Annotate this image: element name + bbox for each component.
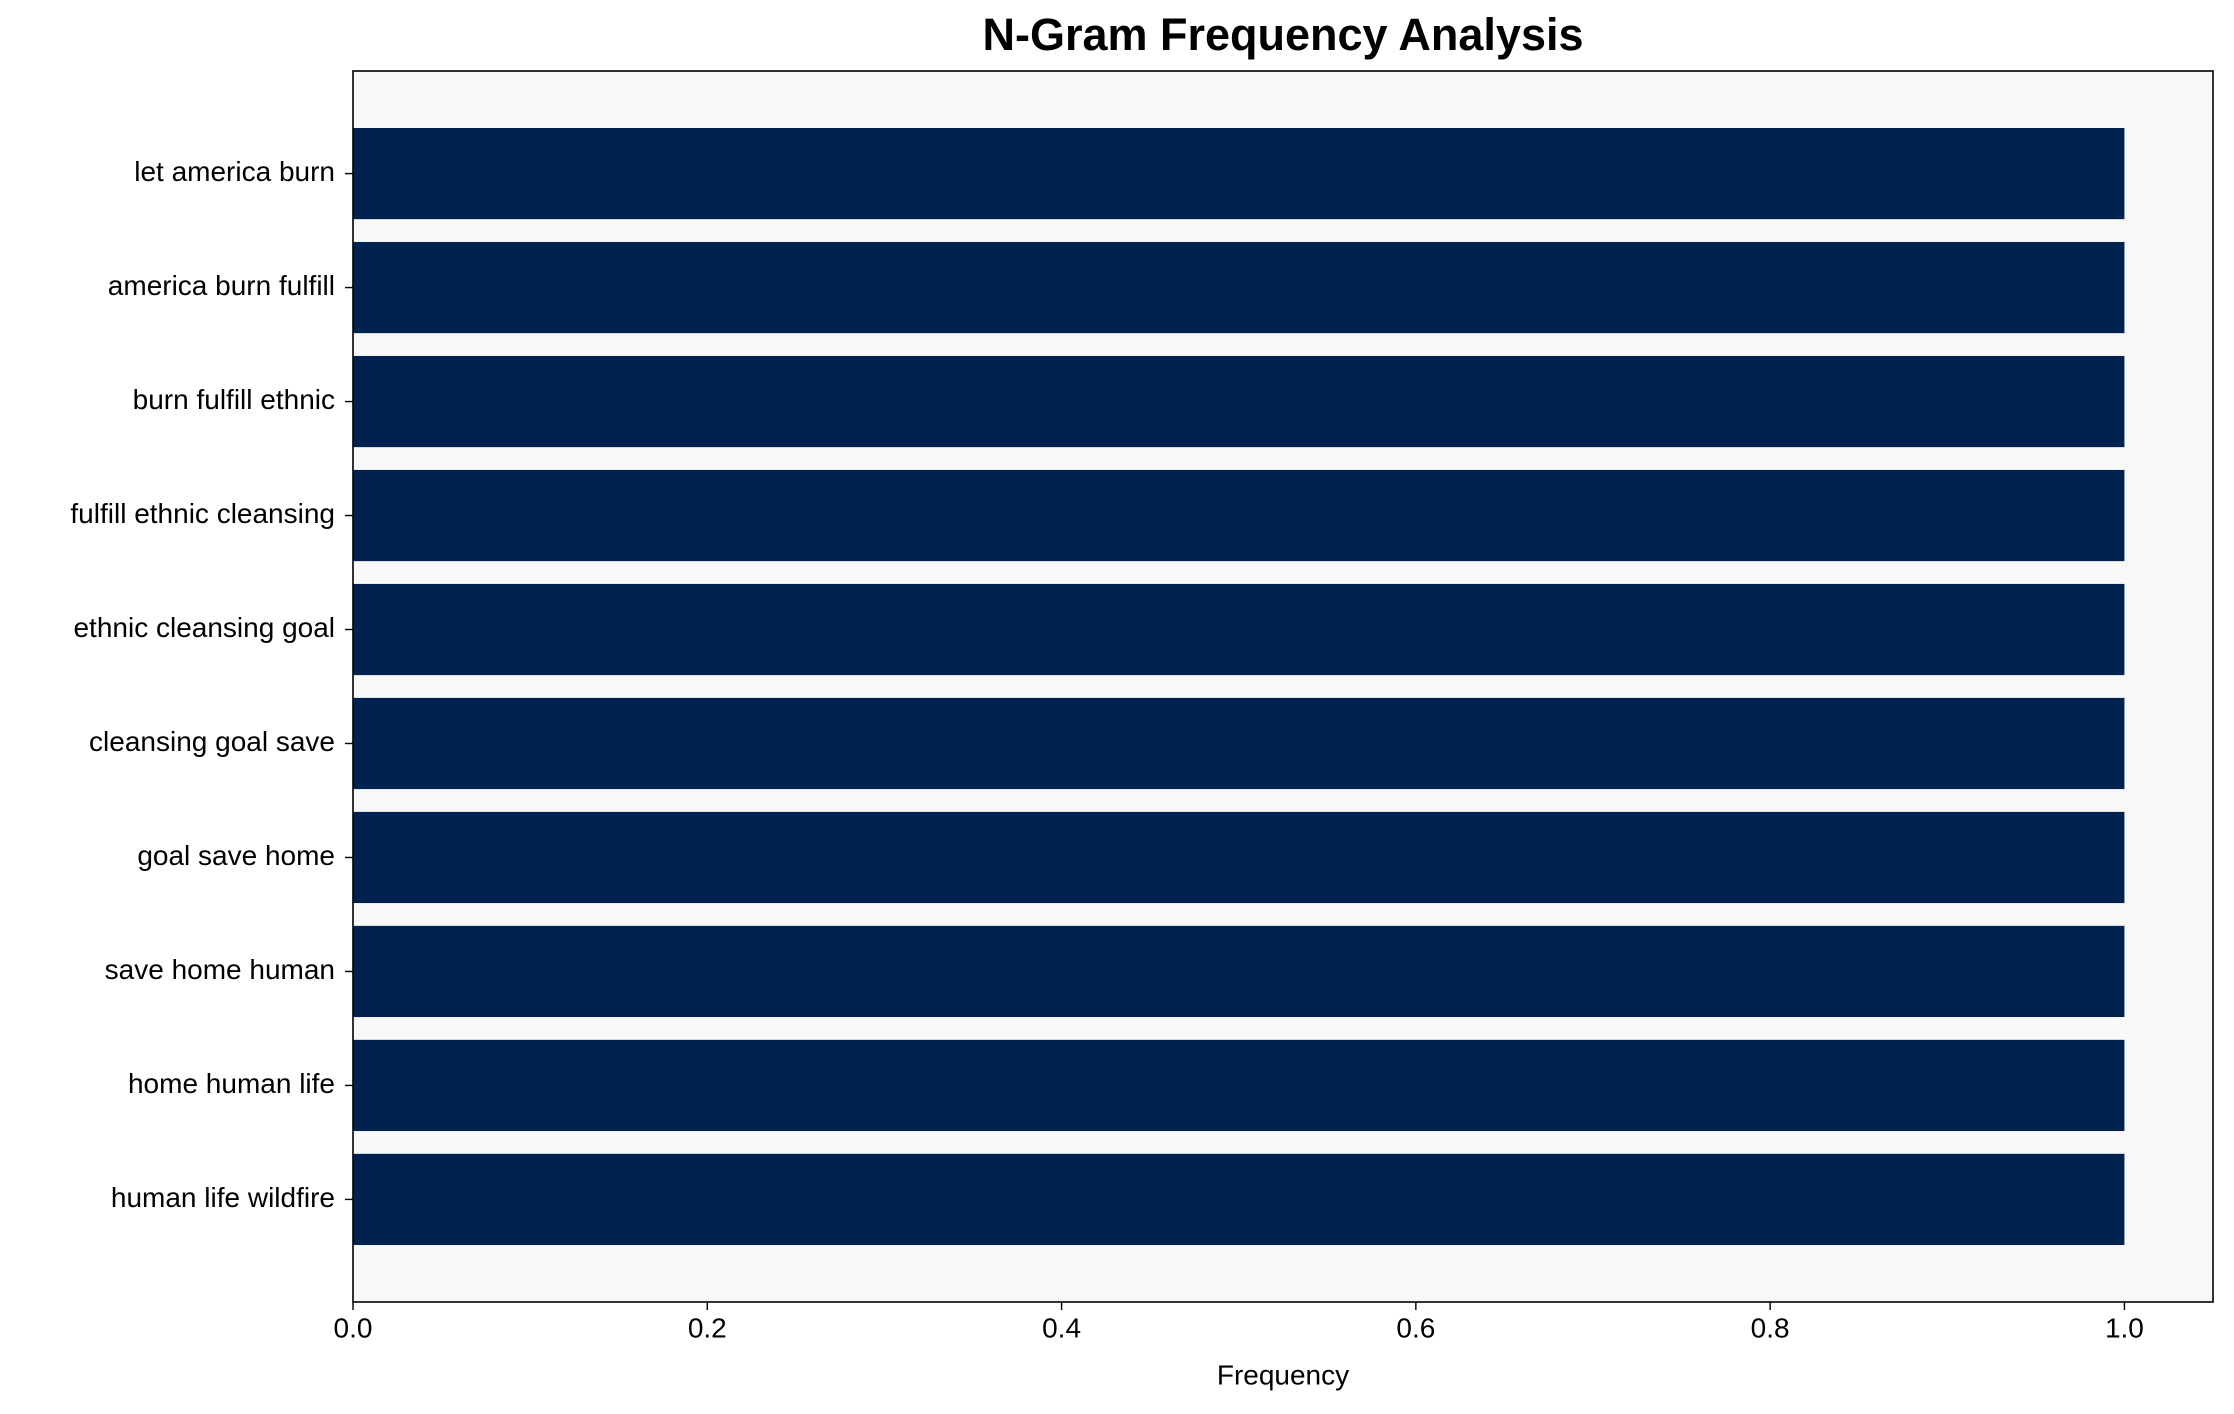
- x-tick-label: 0.2: [688, 1312, 727, 1343]
- y-tick-label: goal save home: [137, 840, 335, 871]
- chart-title: N-Gram Frequency Analysis: [982, 9, 1583, 60]
- x-tick-label: 0.0: [334, 1312, 373, 1343]
- bar: [353, 583, 2125, 676]
- y-tick-label: cleansing goal save: [89, 726, 335, 757]
- bar: [353, 925, 2125, 1018]
- bar: [353, 1153, 2125, 1246]
- x-axis-label: Frequency: [1217, 1359, 1349, 1390]
- y-tick-label: home human life: [128, 1068, 335, 1099]
- y-tick-label: america burn fulfill: [108, 270, 335, 301]
- y-tick-label: ethnic cleansing goal: [73, 612, 335, 643]
- x-tick-label: 1.0: [2105, 1312, 2144, 1343]
- y-tick-label: human life wildfire: [111, 1182, 335, 1213]
- bar: [353, 697, 2125, 790]
- y-tick-label: save home human: [105, 954, 335, 985]
- x-tick-label: 0.8: [1751, 1312, 1790, 1343]
- bar: [353, 355, 2125, 448]
- bar: [353, 127, 2125, 220]
- y-tick-label: burn fulfill ethnic: [133, 384, 335, 415]
- y-tick-label: let america burn: [134, 156, 335, 187]
- x-tick-label: 0.6: [1396, 1312, 1435, 1343]
- bar: [353, 1039, 2125, 1132]
- bar: [353, 811, 2125, 904]
- bar: [353, 241, 2125, 334]
- plot-frame: [352, 70, 2214, 1303]
- bar: [353, 469, 2125, 562]
- y-tick-label: fulfill ethnic cleansing: [70, 498, 335, 529]
- x-tick-label: 0.4: [1042, 1312, 1081, 1343]
